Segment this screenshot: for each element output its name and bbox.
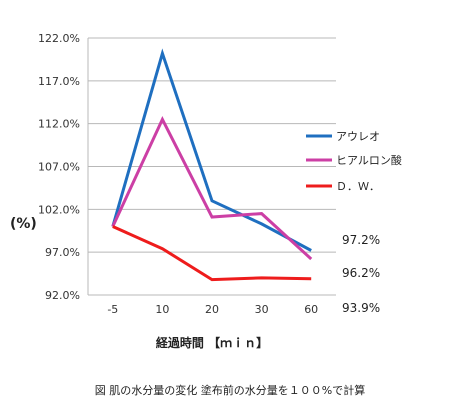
y-tick-labels: 122.0% 117.0% 112.0% 107.0% 102.0% 97.0% 92.0%: [38, 32, 80, 302]
series-lines: [111, 48, 313, 282]
x-axis-label: 経過時間 【ｍｉｎ】: [156, 335, 268, 350]
y-tick-label: 122.0%: [38, 32, 80, 45]
end-label-aureo: 97.2%: [342, 233, 380, 247]
x-tick-labels: -5 10 20 30 60: [107, 303, 318, 316]
legend-label: ヒアルロン酸: [336, 153, 402, 167]
x-tick-label: -5: [107, 303, 118, 316]
y-tick-label: 102.0%: [38, 203, 80, 216]
gridlines: [87, 37, 336, 296]
y-axis-label: (%): [10, 216, 37, 232]
figure-caption: 図 肌の水分量の変化 塗布前の水分量を１００%で計算: [95, 383, 365, 397]
x-tick-label: 20: [205, 303, 219, 316]
end-label-hyaluronic: 96.2%: [342, 266, 380, 280]
y-tick-label: 112.0%: [38, 118, 80, 131]
y-tick-label: 92.0%: [45, 289, 80, 302]
y-tick-label: 107.0%: [38, 161, 80, 174]
end-label-dw: 93.9%: [342, 301, 380, 315]
x-tick-label: 10: [155, 303, 169, 316]
y-tick-label: 97.0%: [45, 246, 80, 259]
series-line-1: [111, 115, 313, 261]
y-tick-label: 117.0%: [38, 75, 80, 88]
legend-label: Ｄ．Ｗ．: [336, 180, 380, 193]
x-tick-label: 30: [255, 303, 269, 316]
x-tick-label: 60: [304, 303, 318, 316]
legend-label: アウレオ: [336, 130, 380, 143]
series-line-0: [111, 48, 312, 252]
series-line-2: [112, 225, 312, 282]
